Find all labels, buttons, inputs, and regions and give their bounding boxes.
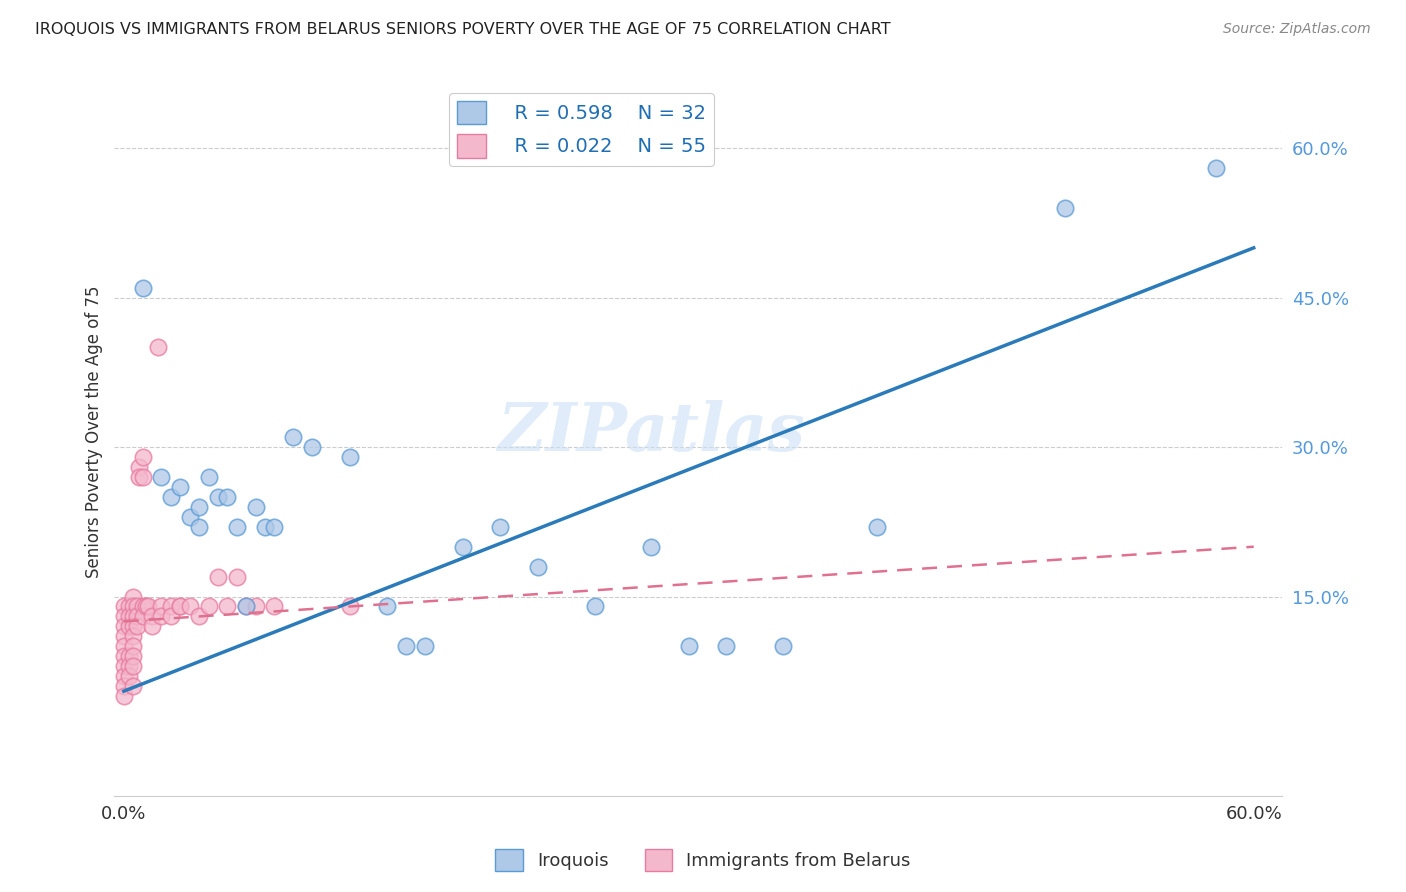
Legend: Iroquois, Immigrants from Belarus: Iroquois, Immigrants from Belarus — [488, 842, 918, 879]
Point — [225, 520, 247, 534]
Point — [112, 659, 135, 673]
Point — [188, 520, 211, 534]
Text: Source: ZipAtlas.com: Source: ZipAtlas.com — [1223, 22, 1371, 37]
Point — [245, 599, 267, 614]
Point — [141, 619, 163, 633]
Point — [150, 470, 173, 484]
Point — [122, 649, 145, 664]
Point — [640, 540, 662, 554]
Point — [160, 609, 183, 624]
Point — [112, 689, 135, 703]
Point — [160, 490, 183, 504]
Point — [118, 649, 141, 664]
Point — [413, 640, 436, 654]
Point — [1054, 201, 1077, 215]
Point — [122, 640, 145, 654]
Point — [112, 649, 135, 664]
Point — [118, 669, 141, 683]
Point — [122, 659, 145, 673]
Point — [118, 619, 141, 633]
Point — [678, 640, 700, 654]
Point — [112, 679, 135, 693]
Point — [169, 599, 191, 614]
Point — [160, 599, 183, 614]
Point — [131, 599, 153, 614]
Point — [122, 629, 145, 643]
Point — [716, 640, 738, 654]
Point — [131, 470, 153, 484]
Point — [125, 609, 148, 624]
Point — [146, 341, 169, 355]
Point — [118, 609, 141, 624]
Point — [122, 599, 145, 614]
Point — [197, 599, 219, 614]
Point — [128, 470, 150, 484]
Point — [169, 480, 191, 494]
Point — [122, 619, 145, 633]
Point — [283, 430, 305, 444]
Point — [207, 569, 229, 583]
Point — [301, 440, 323, 454]
Point — [254, 520, 277, 534]
Point — [179, 509, 201, 524]
Point — [179, 599, 201, 614]
Point — [527, 559, 550, 574]
Y-axis label: Seniors Poverty Over the Age of 75: Seniors Poverty Over the Age of 75 — [86, 286, 103, 578]
Point — [197, 470, 219, 484]
Point — [122, 590, 145, 604]
Point — [188, 500, 211, 514]
Point — [339, 599, 361, 614]
Point — [112, 669, 135, 683]
Point — [112, 640, 135, 654]
Point — [217, 490, 239, 504]
Point — [451, 540, 474, 554]
Point — [112, 609, 135, 624]
Point — [131, 450, 153, 464]
Point — [112, 629, 135, 643]
Point — [583, 599, 606, 614]
Point — [188, 609, 211, 624]
Point — [489, 520, 512, 534]
Point — [169, 599, 191, 614]
Point — [122, 679, 145, 693]
Point — [118, 599, 141, 614]
Legend:   R = 0.598    N = 32,   R = 0.022    N = 55: R = 0.598 N = 32, R = 0.022 N = 55 — [450, 93, 714, 166]
Point — [136, 599, 159, 614]
Point — [128, 460, 150, 475]
Point — [150, 599, 173, 614]
Point — [866, 520, 889, 534]
Point — [772, 640, 794, 654]
Point — [112, 619, 135, 633]
Point — [118, 659, 141, 673]
Point — [377, 599, 399, 614]
Point — [122, 609, 145, 624]
Point — [141, 609, 163, 624]
Point — [339, 450, 361, 464]
Point — [235, 599, 257, 614]
Point — [112, 599, 135, 614]
Point — [125, 619, 148, 633]
Point — [395, 640, 418, 654]
Point — [263, 520, 285, 534]
Point — [150, 609, 173, 624]
Text: ZIPatlas: ZIPatlas — [498, 400, 806, 465]
Point — [217, 599, 239, 614]
Point — [263, 599, 285, 614]
Point — [131, 281, 153, 295]
Point — [207, 490, 229, 504]
Text: IROQUOIS VS IMMIGRANTS FROM BELARUS SENIORS POVERTY OVER THE AGE OF 75 CORRELATI: IROQUOIS VS IMMIGRANTS FROM BELARUS SENI… — [35, 22, 891, 37]
Point — [225, 569, 247, 583]
Point — [131, 609, 153, 624]
Point — [245, 500, 267, 514]
Point — [235, 599, 257, 614]
Point — [135, 599, 157, 614]
Point — [125, 599, 148, 614]
Point — [1205, 161, 1227, 175]
